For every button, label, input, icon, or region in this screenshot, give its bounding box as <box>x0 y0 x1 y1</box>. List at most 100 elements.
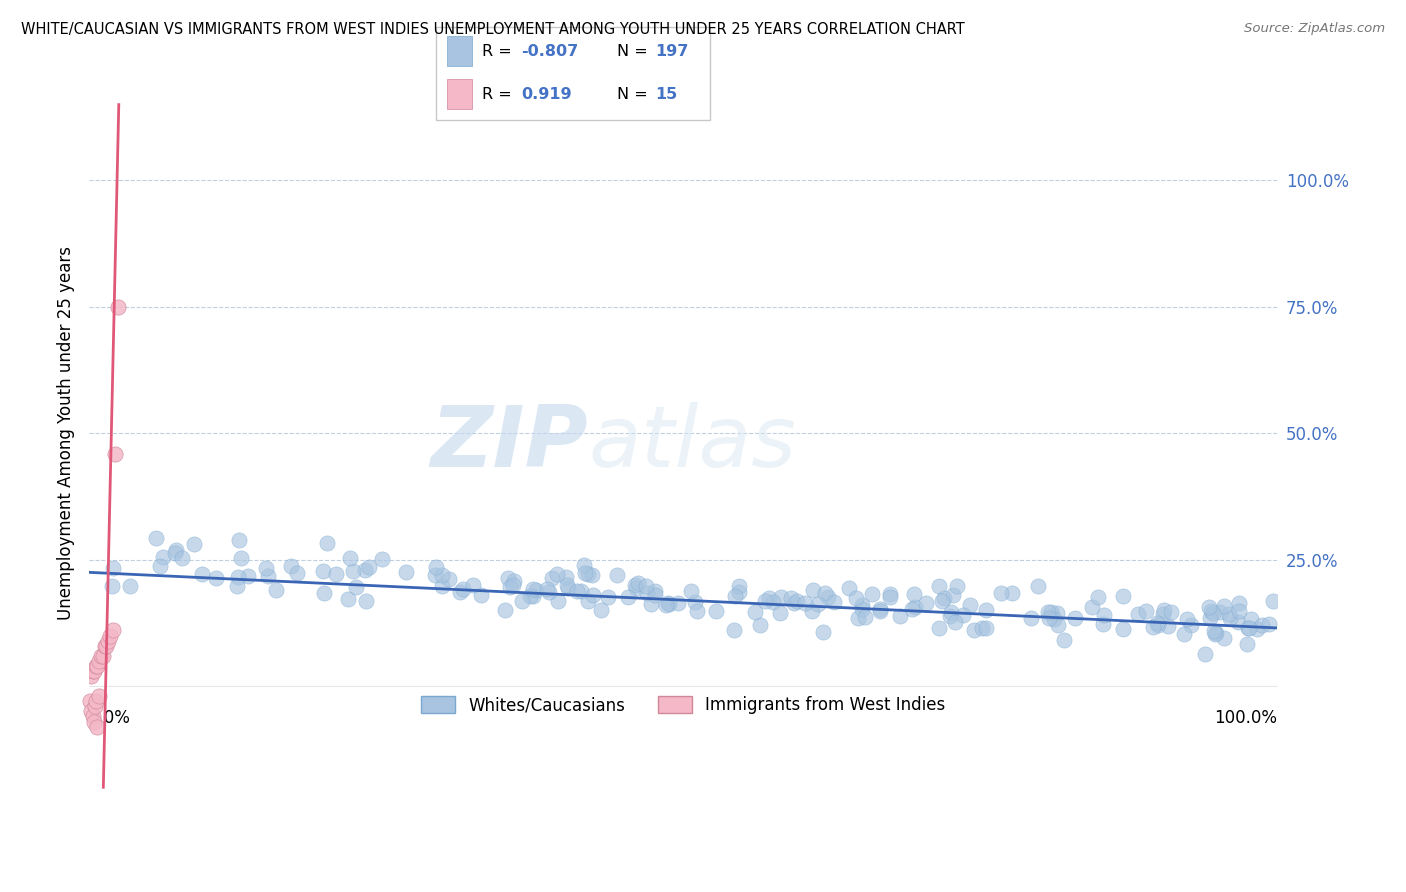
Point <box>1226 615 1249 630</box>
Point <box>576 594 599 608</box>
Point <box>312 565 335 579</box>
Point <box>82 664 104 678</box>
Text: N =: N = <box>617 44 652 59</box>
Point <box>1173 627 1195 641</box>
Point <box>1204 627 1226 641</box>
Point <box>780 591 803 605</box>
Point <box>598 590 620 604</box>
Point <box>723 624 745 638</box>
Point <box>107 300 129 314</box>
Point <box>1250 617 1272 632</box>
Point <box>972 621 994 635</box>
Point <box>519 590 541 604</box>
Point <box>939 609 962 624</box>
Point <box>914 597 936 611</box>
Point <box>963 623 986 637</box>
Point <box>990 586 1012 600</box>
Point <box>226 570 249 584</box>
Point <box>1146 615 1168 630</box>
Point <box>522 589 544 603</box>
Point <box>502 578 524 592</box>
Point <box>557 582 579 596</box>
Point <box>581 568 603 582</box>
Point <box>90 648 112 663</box>
Point <box>395 565 418 579</box>
Text: WHITE/CAUCASIAN VS IMMIGRANTS FROM WEST INDIES UNEMPLOYMENT AMONG YOUTH UNDER 25: WHITE/CAUCASIAN VS IMMIGRANTS FROM WEST … <box>21 22 965 37</box>
Point <box>170 551 193 566</box>
Point <box>606 568 628 582</box>
Y-axis label: Unemployment Among Youth under 25 years: Unemployment Among Youth under 25 years <box>58 246 75 620</box>
Text: R =: R = <box>482 44 517 59</box>
Point <box>572 558 595 573</box>
Point <box>83 664 105 678</box>
Point <box>943 615 966 629</box>
Point <box>1153 603 1175 617</box>
Point <box>851 598 873 612</box>
Point <box>1205 626 1227 640</box>
Point <box>494 603 516 617</box>
Point <box>931 594 953 608</box>
Point <box>686 604 709 618</box>
Text: 100.0%: 100.0% <box>1215 709 1278 727</box>
Point <box>748 618 770 632</box>
Point <box>257 569 280 583</box>
Point <box>589 603 612 617</box>
Point <box>86 659 108 673</box>
Point <box>932 591 955 605</box>
Point <box>901 602 924 616</box>
Text: N =: N = <box>617 87 652 102</box>
Point <box>769 590 792 604</box>
Point <box>644 584 666 599</box>
Point <box>430 568 453 582</box>
Point <box>813 586 835 600</box>
Text: 15: 15 <box>655 87 678 102</box>
Point <box>1040 605 1063 619</box>
Point <box>860 587 883 601</box>
Point <box>879 587 901 601</box>
Point <box>869 604 891 618</box>
Point <box>100 628 122 642</box>
Point <box>1258 617 1281 632</box>
Point <box>1263 594 1285 608</box>
Text: -0.807: -0.807 <box>520 44 578 59</box>
Point <box>1087 590 1109 604</box>
Point <box>79 694 101 708</box>
Point <box>1202 624 1225 639</box>
Point <box>658 597 681 611</box>
Point <box>205 571 228 585</box>
Point <box>87 654 110 668</box>
Point <box>1064 611 1087 625</box>
Point <box>1091 616 1114 631</box>
Point <box>794 596 817 610</box>
Point <box>229 550 252 565</box>
Point <box>569 583 592 598</box>
Point <box>838 581 860 595</box>
Point <box>1126 607 1149 622</box>
Point <box>496 571 519 585</box>
Point <box>959 598 981 612</box>
Point <box>727 579 749 593</box>
Point <box>823 595 845 609</box>
Text: R =: R = <box>482 87 517 102</box>
Point <box>555 570 578 584</box>
Point <box>93 639 115 653</box>
Point <box>84 699 107 714</box>
Point <box>974 622 997 636</box>
Point <box>254 561 277 575</box>
Point <box>1237 621 1260 635</box>
Point <box>510 594 533 608</box>
Point <box>437 572 460 586</box>
Text: 0.919: 0.919 <box>520 87 571 102</box>
Point <box>228 533 250 547</box>
FancyBboxPatch shape <box>447 79 471 109</box>
Point <box>191 567 214 582</box>
Point <box>903 599 925 614</box>
Point <box>783 595 806 609</box>
Legend: Whites/Caucasians, Immigrants from West Indies: Whites/Caucasians, Immigrants from West … <box>415 690 952 721</box>
Point <box>1019 611 1042 625</box>
Point <box>325 567 347 582</box>
Point <box>1000 586 1022 600</box>
Text: Source: ZipAtlas.com: Source: ZipAtlas.com <box>1244 22 1385 36</box>
Point <box>1081 600 1104 615</box>
Point <box>624 581 647 595</box>
